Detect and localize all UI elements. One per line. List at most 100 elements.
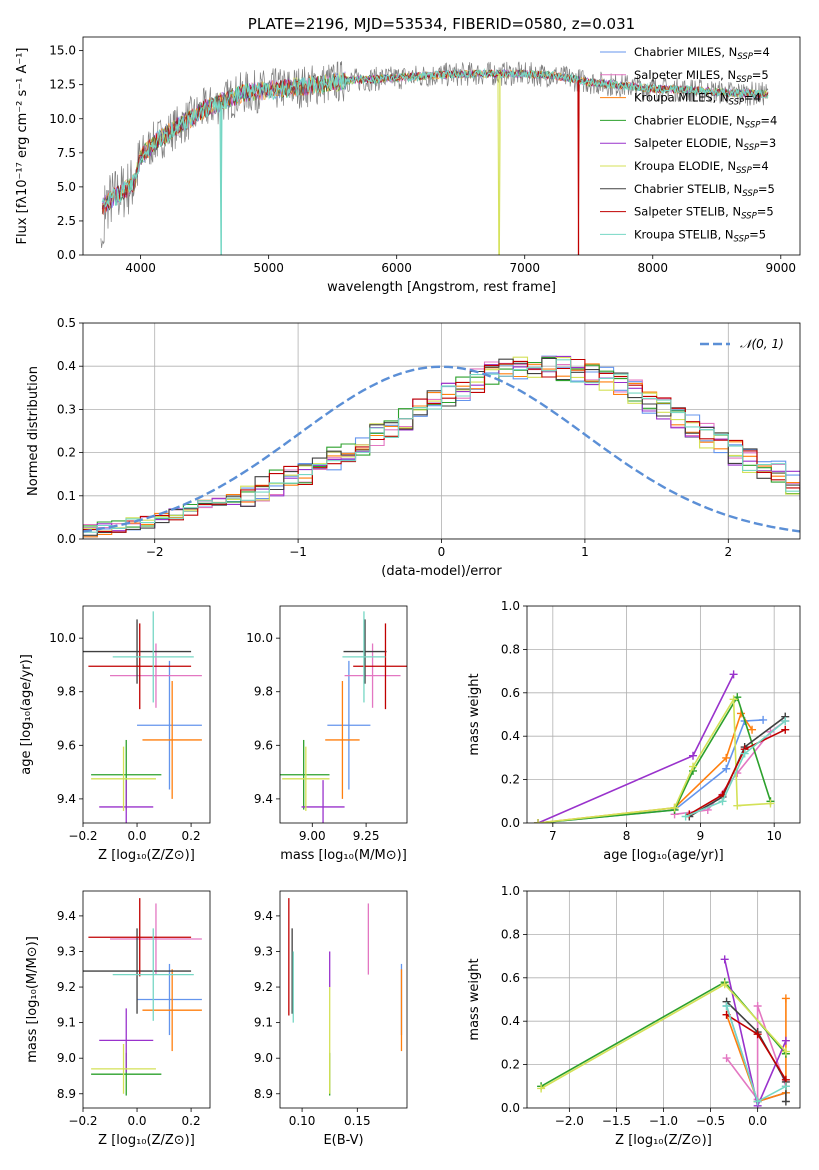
y-tick-label: 2.5	[57, 214, 76, 228]
y-tick-label: 9.4	[57, 792, 76, 806]
weight-marker	[781, 725, 790, 734]
mass-vs-Z-axes	[79, 890, 211, 1112]
y-tick-label: 9.3	[254, 944, 273, 958]
y-tick-label: 0.0	[501, 1101, 520, 1115]
weight-marker	[753, 1097, 762, 1106]
x-tick-label: −0.2	[68, 829, 97, 843]
weight-marker	[720, 980, 729, 989]
weight-marker	[781, 717, 790, 726]
histogram-chabrier-stelib	[83, 357, 800, 539]
weight-marker	[720, 955, 729, 964]
weight-marker	[534, 819, 543, 823]
x-tick-label: 9.00	[299, 829, 326, 843]
y-tick-label: 0.4	[501, 729, 520, 743]
x-axis-label: mass [log₁₀(M/M⊙)]	[280, 848, 407, 863]
y-tick-label: 12.5	[49, 78, 76, 92]
legend-entry: Salpeter MILES, NSSP=5	[634, 68, 769, 85]
errorbar-salpeter-miles	[110, 643, 202, 708]
weight-marker	[781, 1036, 790, 1045]
y-tick-label: 0.0	[57, 248, 76, 262]
residuals-plot-area	[83, 323, 800, 539]
spectrum-axes	[79, 36, 801, 259]
weight-marker	[781, 1047, 790, 1056]
x-tick-label: 9000	[766, 261, 797, 275]
weight-series-kroupa-elodie	[537, 980, 790, 1093]
weight-marker	[740, 749, 749, 758]
y-tick-label: 0.2	[501, 773, 520, 787]
y-tick-label: 10.0	[49, 112, 76, 126]
weight-marker	[670, 803, 679, 812]
weight-marker	[537, 1084, 546, 1093]
age-vs-Z-plot-area	[83, 611, 202, 823]
weight-series-kroupa-stelib	[681, 717, 790, 821]
weight-marker	[722, 1002, 731, 1011]
y-axis-label: Flux [fλ10⁻¹⁷ erg cm⁻² s⁻¹ A⁻¹]	[15, 48, 30, 245]
weight-marker	[722, 764, 731, 773]
y-tick-label: 0.2	[501, 1058, 520, 1072]
weight-marker	[733, 801, 742, 810]
weight-marker	[759, 715, 768, 724]
x-axis-label: (data-model)/error	[381, 564, 502, 579]
weight-marker	[722, 1054, 731, 1063]
y-tick-label: 10.0	[49, 631, 76, 645]
x-tick-label: 8000	[637, 261, 668, 275]
weight-marker	[781, 994, 790, 1003]
x-axis-label: wavelength [Angstrom, rest frame]	[327, 280, 556, 295]
legend-entry: Chabrier STELIB, NSSP=5	[634, 182, 775, 199]
errorbar-kroupa-elodie	[91, 746, 156, 811]
y-tick-label: 9.0	[57, 1051, 76, 1065]
residuals-axes	[79, 322, 801, 543]
y-tick-label: 5.0	[57, 180, 76, 194]
weight-vs-age-frame	[526, 605, 801, 824]
x-tick-label: 7000	[509, 261, 540, 275]
x-tick-label: 8	[623, 829, 631, 843]
y-tick-label: 1.0	[501, 884, 520, 898]
errorbar-salpeter-elodie	[99, 780, 154, 823]
errorbar-kroupa-elodie	[91, 1043, 156, 1094]
errorbar-salpeter-miles	[110, 903, 202, 975]
y-tick-label: 9.4	[254, 792, 273, 806]
y-axis-label: mass weight	[467, 673, 482, 755]
y-tick-label: 9.0	[254, 1051, 273, 1065]
histogram-kroupa-stelib	[83, 359, 800, 539]
age-vs-mass-frame	[279, 605, 408, 824]
legend-entry: 𝒩(0, 1)	[740, 337, 784, 351]
y-tick-label: 0.5	[57, 316, 76, 330]
legend-entry: Kroupa ELODIE, NSSP=4	[634, 159, 769, 176]
mass-vs-ebv-frame	[279, 890, 408, 1109]
legend-entry: Chabrier MILES, NSSP=4	[634, 45, 770, 62]
y-tick-label: 0.8	[501, 927, 520, 941]
weight-line	[726, 1001, 787, 1102]
y-axis-label: mass [log₁₀(M/M⊙)]	[25, 936, 40, 1063]
errorbar-kroupa-miles	[325, 681, 360, 799]
errorbar-kroupa-elodie	[282, 746, 330, 811]
normal-distribution-curve	[83, 365, 800, 533]
y-tick-label: 1.0	[501, 599, 520, 613]
errorbar-salpeter-stelib	[88, 623, 192, 710]
x-tick-label: 0.0	[748, 1114, 767, 1128]
errorbar-kroupa-stelib	[112, 928, 194, 1021]
errorbar-salpeter-elodie	[99, 1008, 154, 1073]
errorbar-kroupa-miles	[142, 969, 202, 1052]
y-tick-label: 9.4	[57, 909, 76, 923]
weight-marker	[748, 725, 757, 734]
x-tick-label: 0.2	[182, 829, 201, 843]
histogram-kroupa-miles	[83, 363, 800, 539]
errorbar-kroupa-stelib	[342, 611, 386, 703]
mass-vs-Z-frame	[82, 890, 211, 1109]
y-tick-label: 9.4	[254, 909, 273, 923]
legend-entry: Kroupa MILES, NSSP=4	[634, 91, 761, 108]
weight-marker	[689, 751, 698, 760]
y-tick-label: 0.0	[501, 816, 520, 830]
spectrum-legend	[600, 51, 626, 235]
y-tick-label: 0.0	[57, 532, 76, 546]
legend-entry: Chabrier ELODIE, NSSP=4	[634, 113, 777, 130]
y-tick-label: 0.2	[57, 446, 76, 460]
x-tick-label: −1	[289, 545, 307, 559]
y-tick-label: 15.0	[49, 44, 76, 58]
x-axis-label: E(B-V)	[323, 1133, 363, 1148]
errorbar-kroupa-stelib	[112, 611, 194, 703]
x-axis-label: Z [log₁₀(Z/Z⊙)]	[98, 848, 195, 863]
x-tick-label: 0.0	[127, 1114, 146, 1128]
y-tick-label: 0.3	[57, 402, 76, 416]
